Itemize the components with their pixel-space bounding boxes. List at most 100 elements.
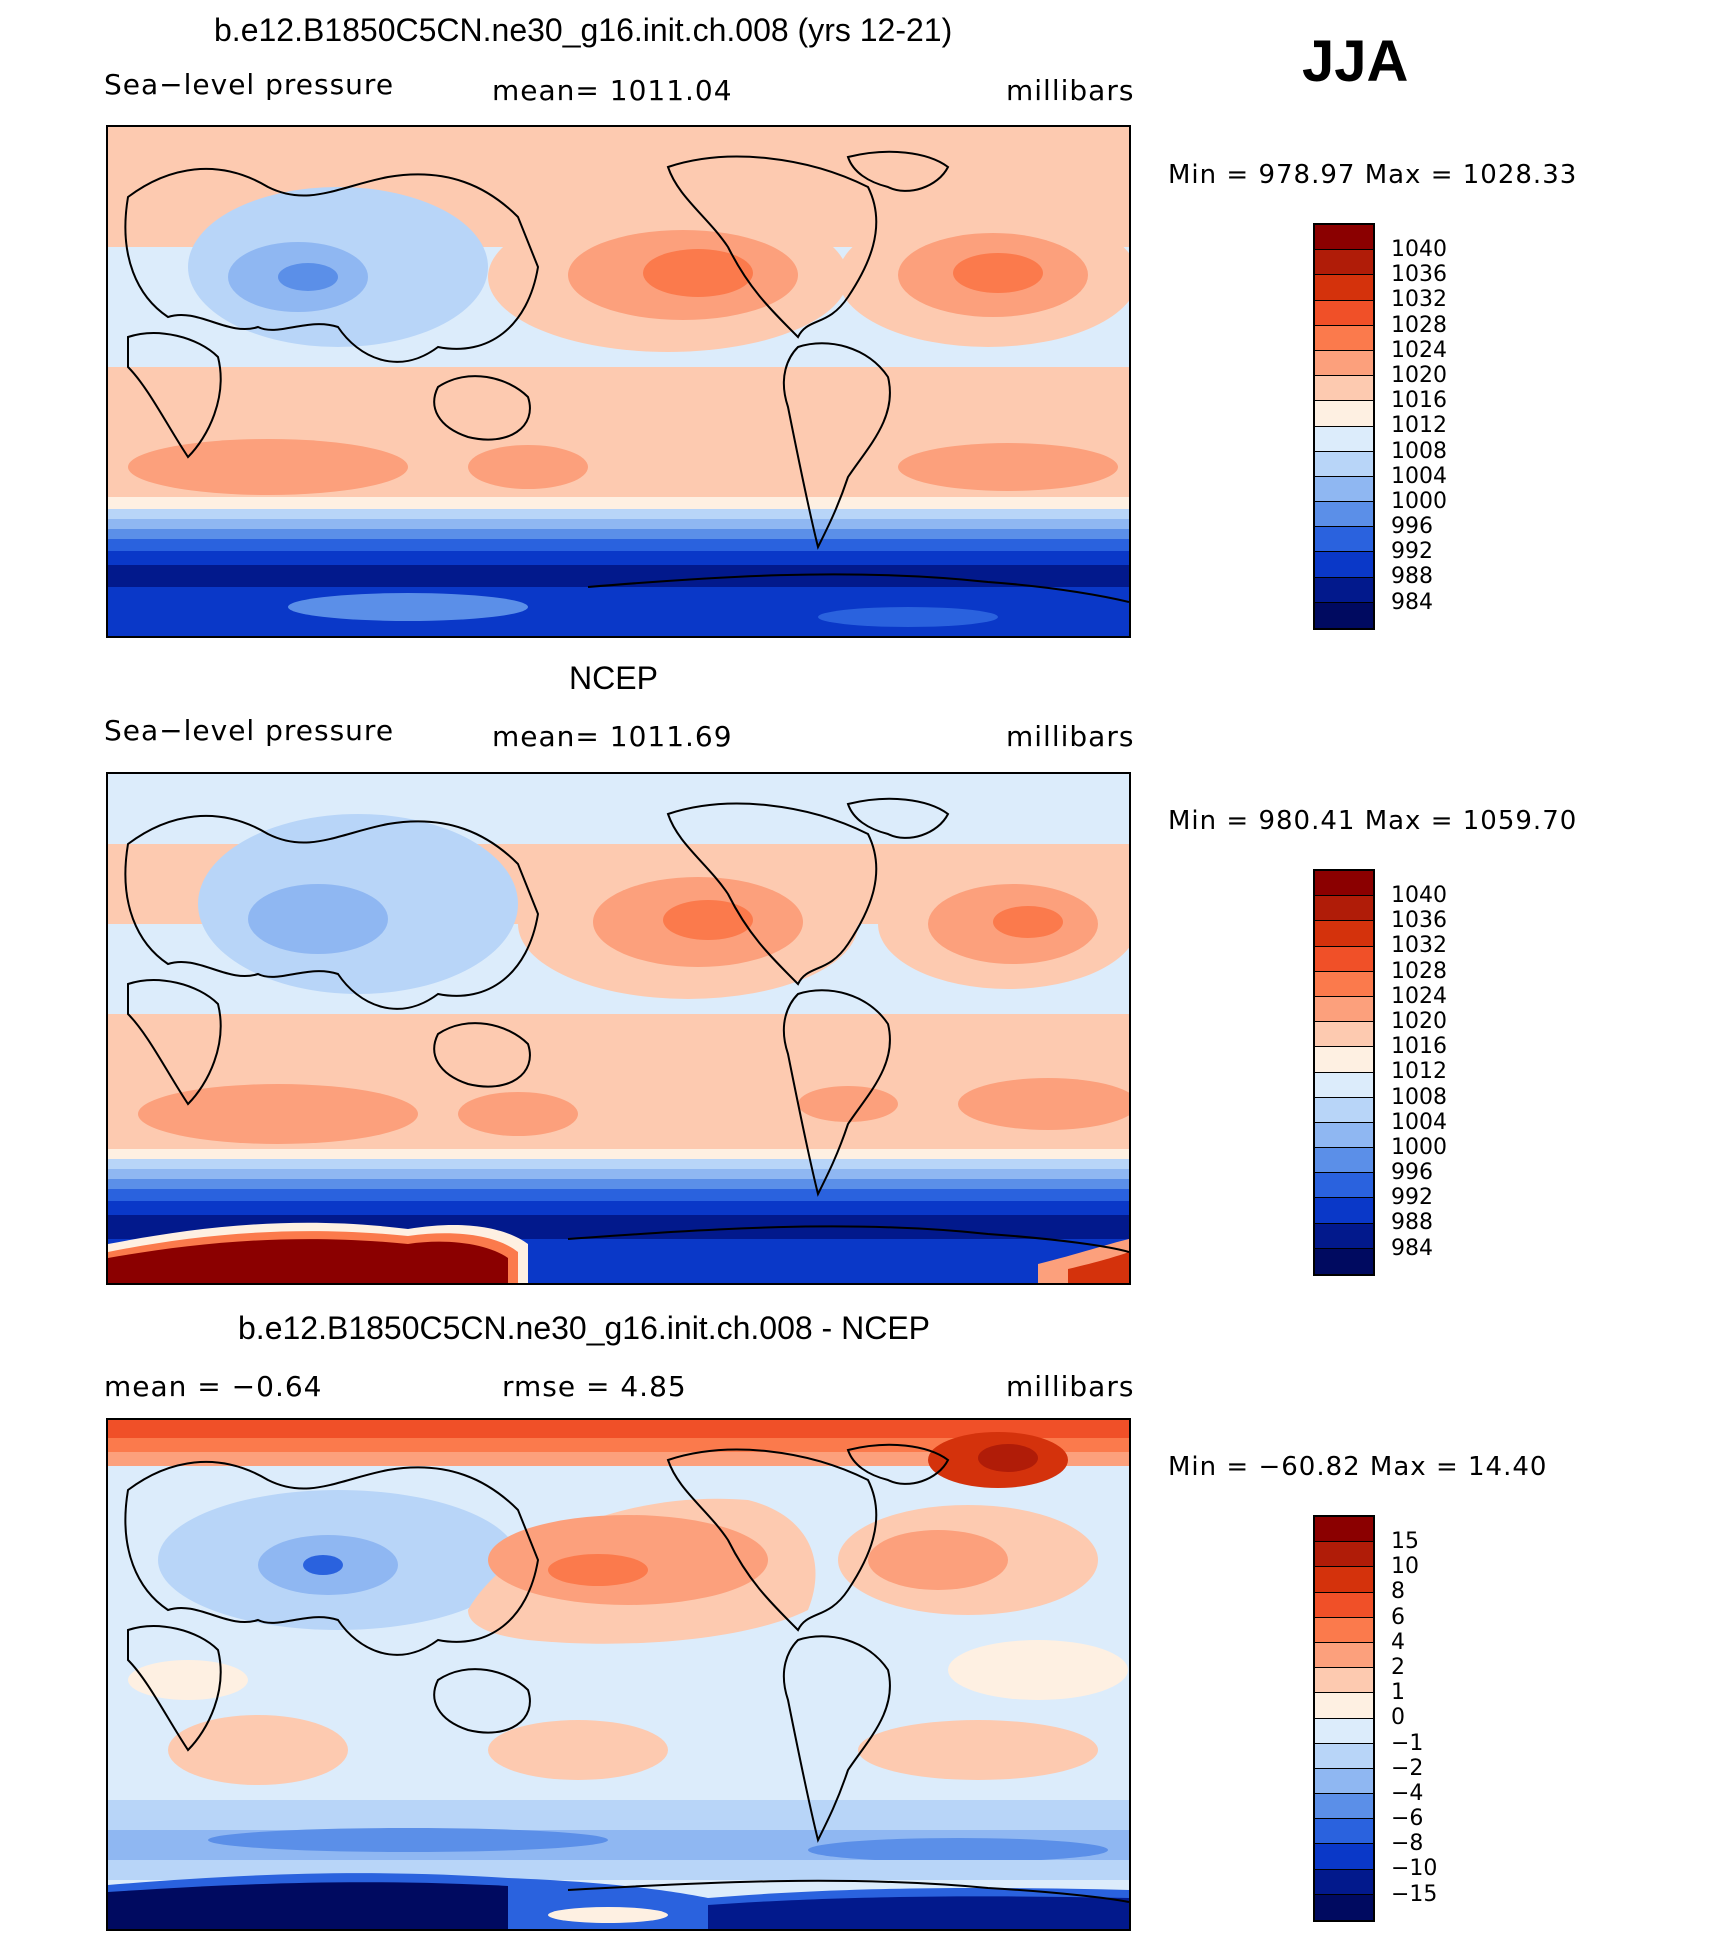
panel-1-colorbar-bin bbox=[1315, 275, 1373, 301]
panel-3-colorbar-tick: 8 bbox=[1391, 1579, 1405, 1604]
panel-3-colorbar-tick: −10 bbox=[1391, 1856, 1438, 1881]
panel-3-colorbar-tick: 6 bbox=[1391, 1605, 1405, 1630]
panel-3-colorbar-bin bbox=[1315, 1567, 1373, 1593]
panel-3-colorbar-bin bbox=[1315, 1693, 1373, 1719]
panel-1-colorbar-tick: 996 bbox=[1391, 514, 1433, 539]
panel-3-colorbar-bin bbox=[1315, 1668, 1373, 1694]
panel-3-colorbar bbox=[1313, 1515, 1375, 1922]
panel-3-colorbar-bin bbox=[1315, 1819, 1373, 1845]
panel-3-colorbar-bin bbox=[1315, 1743, 1373, 1769]
panel-3-mean-label: mean = −0.64 bbox=[104, 1370, 323, 1403]
panel-2-colorbar-tick: 1024 bbox=[1391, 984, 1447, 1009]
panel-2-colorbar-bin bbox=[1315, 896, 1373, 922]
panel-3-minmax: Min = −60.82 Max = 14.40 bbox=[1168, 1452, 1548, 1482]
panel-1-colorbar-tick: 1036 bbox=[1391, 262, 1447, 287]
panel-1-colorbar-tick: 984 bbox=[1391, 590, 1433, 615]
panel-3-colorbar-bin bbox=[1315, 1592, 1373, 1618]
panel-2-colorbar-tick: 996 bbox=[1391, 1160, 1433, 1185]
panel-1-colorbar-tick: 1024 bbox=[1391, 338, 1447, 363]
panel-2-units-label: millibars bbox=[1006, 720, 1135, 753]
panel-2-colorbar-tick: 1000 bbox=[1391, 1135, 1447, 1160]
panel-1-colorbar-bin bbox=[1315, 376, 1373, 402]
panel-1-colorbar-bin bbox=[1315, 250, 1373, 276]
panel-3-colorbar-bin bbox=[1315, 1542, 1373, 1568]
panel-2-colorbar-bin bbox=[1315, 1198, 1373, 1224]
panel-1-colorbar-tick: 1040 bbox=[1391, 237, 1447, 262]
panel-2-colorbar-bin bbox=[1315, 921, 1373, 947]
panel-1-colorbar-bin bbox=[1315, 502, 1373, 528]
panel-2-colorbar-tick: 1016 bbox=[1391, 1034, 1447, 1059]
panel-2-colorbar-bin bbox=[1315, 871, 1373, 897]
panel-3-colorbar-tick: −1 bbox=[1391, 1731, 1424, 1756]
panel-1-colorbar-bin bbox=[1315, 325, 1373, 351]
panel-3-colorbar-tick: 0 bbox=[1391, 1705, 1405, 1730]
panel-2-colorbar-tick: 1008 bbox=[1391, 1085, 1447, 1110]
panel-2-colorbar-bin bbox=[1315, 1122, 1373, 1149]
panel-3-colorbar-bin bbox=[1315, 1617, 1373, 1643]
panel-2-map bbox=[106, 772, 1131, 1285]
panel-2-colorbar-bin bbox=[1315, 1047, 1373, 1073]
panel-2-colorbar-bin bbox=[1315, 1223, 1373, 1249]
panel-3-colorbar-tick: −6 bbox=[1391, 1806, 1424, 1831]
panel-1-colorbar-bin bbox=[1315, 350, 1373, 377]
panel-3-colorbar-tick: 15 bbox=[1391, 1529, 1419, 1554]
panel-1-colorbar-bin bbox=[1315, 602, 1373, 628]
panel-1-variable-label: Sea−level pressure bbox=[104, 68, 395, 101]
panel-2-colorbar-tick: 1036 bbox=[1391, 908, 1447, 933]
panel-2-variable-label: Sea−level pressure bbox=[104, 714, 395, 747]
panel-1-mean-label: mean= 1011.04 bbox=[492, 74, 733, 107]
panel-3-colorbar-tick: −2 bbox=[1391, 1756, 1424, 1781]
panel-1-colorbar-bin bbox=[1315, 552, 1373, 578]
panel-3-colorbar-bin bbox=[1315, 1894, 1373, 1920]
panel-2-colorbar-tick: 992 bbox=[1391, 1185, 1433, 1210]
panel-1-colorbar-tick: 1012 bbox=[1391, 413, 1447, 438]
panel-3-colorbar-tick: 4 bbox=[1391, 1630, 1405, 1655]
panel-1-title: b.e12.B1850C5CN.ne30_g16.init.ch.008 (yr… bbox=[214, 12, 953, 48]
panel-1-colorbar-tick: 1016 bbox=[1391, 388, 1447, 413]
panel-1-colorbar-tick: 1008 bbox=[1391, 439, 1447, 464]
panel-1-colorbar-tick: 988 bbox=[1391, 564, 1433, 589]
panel-1-colorbar-tick: 992 bbox=[1391, 539, 1433, 564]
panel-2-colorbar bbox=[1313, 869, 1375, 1276]
panel-3-colorbar-tick: 1 bbox=[1391, 1680, 1405, 1705]
panel-3-colorbar-bin bbox=[1315, 1517, 1373, 1543]
panel-1-minmax: Min = 978.97 Max = 1028.33 bbox=[1168, 160, 1578, 190]
panel-1-colorbar-bin bbox=[1315, 401, 1373, 427]
panel-1-colorbar-bin bbox=[1315, 527, 1373, 553]
panel-2-colorbar-bin bbox=[1315, 1097, 1373, 1123]
panel-2-colorbar-bin bbox=[1315, 971, 1373, 997]
panel-1-colorbar bbox=[1313, 223, 1375, 630]
panel-2-colorbar-bin bbox=[1315, 1148, 1373, 1174]
panel-2-colorbar-bin bbox=[1315, 996, 1373, 1023]
panel-2-colorbar-bin bbox=[1315, 1072, 1373, 1098]
panel-3-colorbar-tick: −15 bbox=[1391, 1882, 1438, 1907]
panel-3-colorbar-bin bbox=[1315, 1869, 1373, 1895]
panel-2-colorbar-tick: 1028 bbox=[1391, 959, 1447, 984]
panel-2-minmax: Min = 980.41 Max = 1059.70 bbox=[1168, 806, 1578, 836]
panel-2-colorbar-tick: 988 bbox=[1391, 1210, 1433, 1235]
panel-2-colorbar-tick: 1004 bbox=[1391, 1110, 1447, 1135]
panel-3-colorbar-tick: −8 bbox=[1391, 1831, 1424, 1856]
panel-3-colorbar-bin bbox=[1315, 1844, 1373, 1870]
panel-2-colorbar-tick: 1012 bbox=[1391, 1059, 1447, 1084]
panel-3-colorbar-bin bbox=[1315, 1642, 1373, 1669]
panel-1-colorbar-bin bbox=[1315, 300, 1373, 326]
panel-2-title: NCEP bbox=[569, 660, 658, 696]
panel-3-colorbar-bin bbox=[1315, 1718, 1373, 1744]
panel-3-colorbar-tick: 2 bbox=[1391, 1655, 1405, 1680]
panel-1-colorbar-bin bbox=[1315, 476, 1373, 503]
panel-2-colorbar-tick: 984 bbox=[1391, 1236, 1433, 1261]
panel-1-colorbar-bin bbox=[1315, 451, 1373, 477]
panel-1-map bbox=[106, 125, 1131, 638]
panel-3-colorbar-bin bbox=[1315, 1768, 1373, 1795]
panel-1-colorbar-tick: 1000 bbox=[1391, 489, 1447, 514]
panel-3-units-label: millibars bbox=[1006, 1370, 1135, 1403]
panel-1-colorbar-bin bbox=[1315, 225, 1373, 251]
panel-3-colorbar-tick: −4 bbox=[1391, 1781, 1424, 1806]
panel-1-colorbar-bin bbox=[1315, 426, 1373, 452]
panel-2-colorbar-bin bbox=[1315, 946, 1373, 972]
panel-1-units-label: millibars bbox=[1006, 74, 1135, 107]
panel-2-mean-label: mean= 1011.69 bbox=[492, 720, 733, 753]
panel-3-title: b.e12.B1850C5CN.ne30_g16.init.ch.008 - N… bbox=[238, 1310, 930, 1346]
panel-3-map bbox=[106, 1418, 1131, 1931]
